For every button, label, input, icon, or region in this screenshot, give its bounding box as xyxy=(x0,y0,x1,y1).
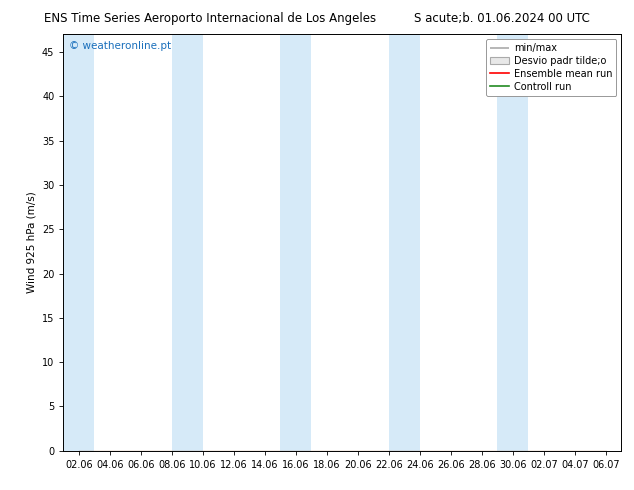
Bar xyxy=(172,34,203,451)
Text: ENS Time Series Aeroporto Internacional de Los Angeles: ENS Time Series Aeroporto Internacional … xyxy=(44,12,377,25)
Bar xyxy=(280,34,311,451)
Text: S acute;b. 01.06.2024 00 UTC: S acute;b. 01.06.2024 00 UTC xyxy=(414,12,590,25)
Legend: min/max, Desvio padr tilde;o, Ensemble mean run, Controll run: min/max, Desvio padr tilde;o, Ensemble m… xyxy=(486,39,616,96)
Text: © weatheronline.pt: © weatheronline.pt xyxy=(69,41,171,50)
Y-axis label: Wind 925 hPa (m/s): Wind 925 hPa (m/s) xyxy=(27,192,36,294)
Bar xyxy=(63,34,94,451)
Bar xyxy=(497,34,528,451)
Bar xyxy=(389,34,420,451)
